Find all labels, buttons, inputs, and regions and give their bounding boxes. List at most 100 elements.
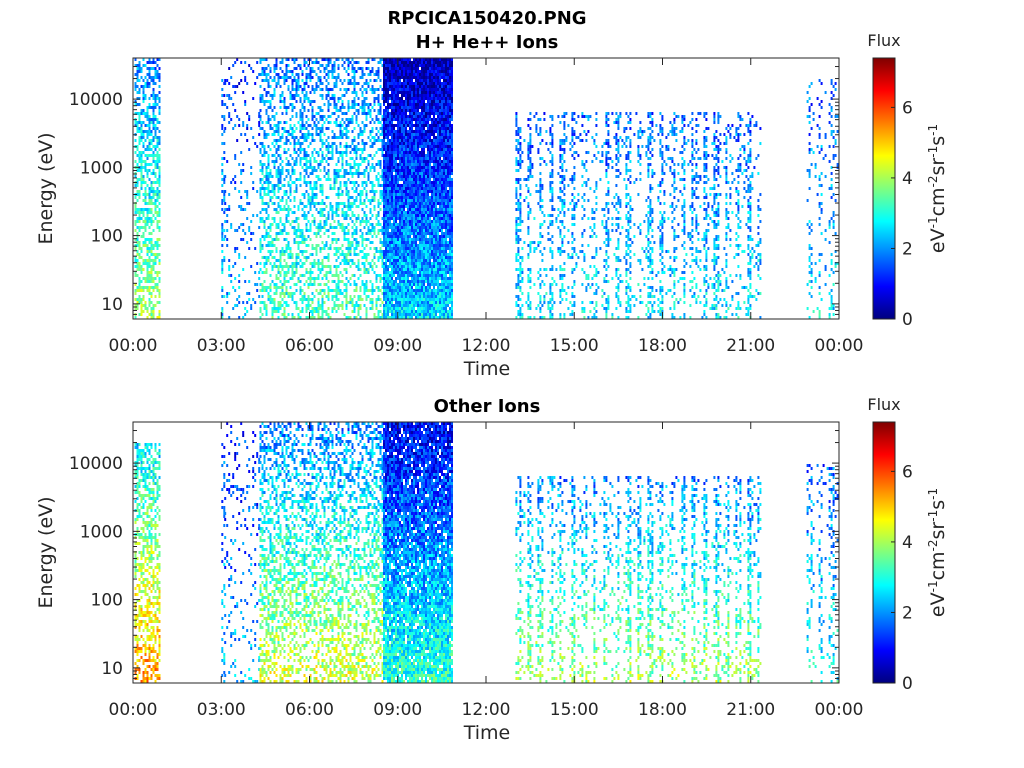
flux-cell (156, 247, 159, 250)
flux-cell (327, 292, 330, 295)
flux-cell (301, 73, 304, 76)
flux-cell (150, 196, 153, 199)
flux-cell (283, 316, 286, 319)
flux-cell (413, 292, 415, 295)
flux-cell (311, 88, 314, 91)
flux-cell (389, 121, 391, 124)
flux-cell (357, 310, 360, 313)
flux-cell (343, 112, 346, 115)
flux-cell (146, 163, 149, 166)
flux-cell (305, 97, 308, 100)
flux-cell (275, 250, 278, 253)
flux-cell (347, 238, 350, 241)
flux-cell (387, 295, 389, 298)
flux-cell (158, 271, 161, 274)
flux-cell (351, 175, 354, 178)
flux-cell (230, 181, 233, 184)
flux-cell (293, 211, 296, 214)
flux-cell (347, 124, 350, 127)
flux-cell (152, 103, 155, 106)
flux-cell (138, 67, 141, 70)
flux-cell (140, 256, 143, 259)
flux-cell (365, 79, 368, 82)
flux-cell (232, 286, 235, 289)
flux-cell (333, 169, 336, 172)
flux-cell (309, 226, 312, 229)
flux-cell (415, 118, 417, 121)
flux-cell (277, 181, 280, 184)
flux-cell (413, 178, 415, 181)
flux-cell (295, 220, 298, 223)
flux-cell (417, 187, 419, 190)
flux-cell (148, 193, 151, 196)
flux-cell (417, 199, 419, 202)
flux-cell (281, 160, 284, 163)
flux-cell (413, 274, 415, 277)
flux-cell (399, 268, 401, 271)
flux-cell (142, 121, 145, 124)
flux-cell (319, 247, 322, 250)
flux-cell (357, 103, 360, 106)
flux-cell (295, 232, 298, 235)
flux-cell (134, 256, 137, 259)
flux-cell (397, 124, 399, 127)
flux-cell (359, 193, 362, 196)
flux-cell (269, 118, 272, 121)
flux-cell (134, 205, 137, 208)
flux-cell (379, 58, 382, 61)
flux-cell (221, 172, 224, 175)
flux-cell (357, 61, 360, 64)
flux-cell (315, 289, 318, 292)
flux-cell (387, 103, 389, 106)
flux-cell (343, 217, 346, 220)
flux-cell (405, 124, 407, 127)
flux-cell (277, 196, 280, 199)
flux-cell (413, 70, 415, 73)
flux-cell (385, 127, 387, 130)
flux-cell (224, 220, 227, 223)
flux-cell (411, 109, 413, 112)
flux-cell (397, 70, 399, 73)
flux-cell (335, 292, 338, 295)
flux-cell (363, 148, 366, 151)
flux-cell (411, 103, 413, 106)
flux-cell (154, 118, 157, 121)
flux-cell (335, 241, 338, 244)
flux-cell (407, 268, 409, 271)
flux-cell (311, 244, 314, 247)
flux-cell (154, 283, 157, 286)
flux-cell (369, 241, 372, 244)
flux-cell (367, 172, 370, 175)
flux-cell (285, 289, 288, 292)
flux-cell (244, 190, 247, 193)
flux-cell (419, 100, 421, 103)
flux-cell (413, 298, 415, 301)
flux-cell (395, 169, 397, 172)
flux-cell (277, 121, 280, 124)
flux-cell (369, 289, 372, 292)
flux-cell (321, 187, 324, 190)
flux-cell (154, 190, 157, 193)
flux-cell (277, 304, 280, 307)
flux-cell (144, 166, 147, 169)
flux-cell (285, 190, 288, 193)
flux-cell (156, 76, 159, 79)
flux-cell (383, 307, 385, 310)
flux-cell (411, 73, 413, 76)
flux-cell (369, 223, 372, 226)
flux-cell (393, 286, 395, 289)
flux-cell (347, 250, 350, 253)
flux-cell (409, 76, 411, 79)
flux-cell (150, 133, 153, 136)
flux-cell (305, 76, 308, 79)
flux-cell (285, 136, 288, 139)
flux-cell (323, 232, 326, 235)
flux-cell (395, 118, 397, 121)
flux-cell (311, 253, 314, 256)
flux-cell (383, 217, 385, 220)
flux-cell (359, 229, 362, 232)
flux-cell (156, 181, 159, 184)
flux-cell (395, 304, 397, 307)
flux-cell (295, 187, 298, 190)
flux-cell (393, 250, 395, 253)
